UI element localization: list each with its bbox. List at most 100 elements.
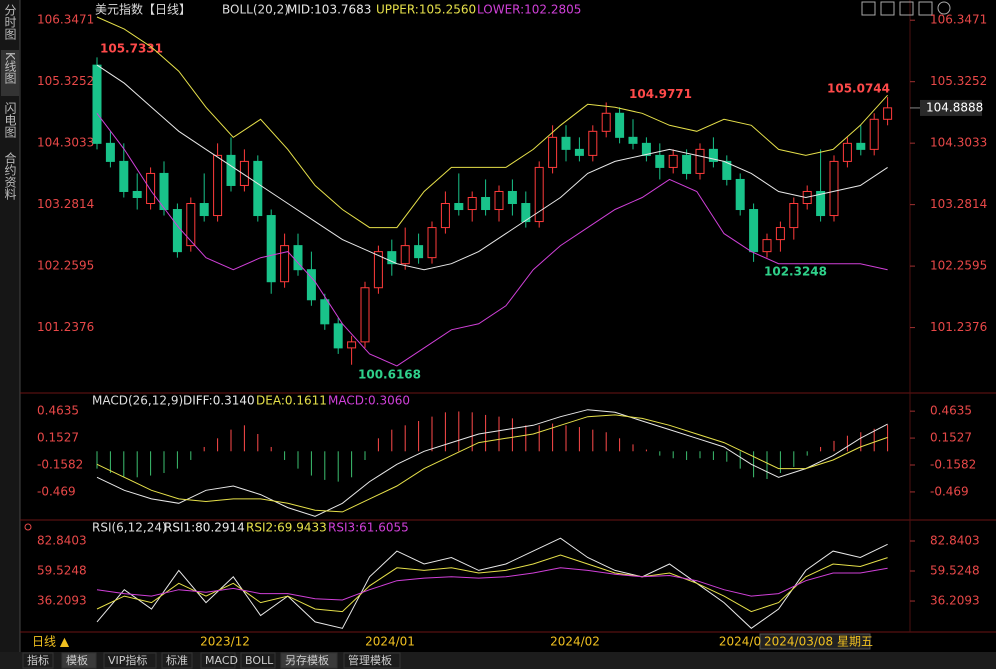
y-tick-label: -0.1582 [930, 458, 976, 472]
candle-body [816, 190, 826, 217]
sidebar [0, 0, 20, 652]
candle-body [226, 154, 236, 186]
y-tick-label: 59.5248 [37, 564, 87, 578]
candle-body [132, 190, 142, 198]
sidebar-tab[interactable]: 合约资料 [3, 151, 17, 200]
toolbar-tab[interactable]: 管理模板 [348, 653, 392, 667]
toolbar-tab[interactable]: BOLL [245, 654, 274, 667]
indicator-line [96, 112, 888, 367]
toolbar-tab[interactable]: MACD [205, 654, 238, 667]
candle-body [695, 148, 705, 174]
candle-body [682, 154, 692, 174]
y-tick-label: 0.4635 [37, 404, 79, 418]
icon-restore[interactable] [899, 1, 914, 16]
candle-body [615, 112, 625, 138]
toolbar-tab-bg [161, 652, 193, 669]
date-box [759, 633, 871, 650]
price-annotation: 105.0744 [827, 81, 890, 95]
candle-body [883, 107, 893, 120]
candle-body [159, 172, 169, 211]
y-tick-label: 0.1527 [37, 431, 79, 445]
icon-zoom[interactable] [880, 1, 895, 16]
candle-body [749, 209, 759, 253]
candle-body [869, 118, 879, 150]
candle-body [561, 136, 571, 150]
icon-settings[interactable] [918, 1, 933, 16]
candle-body [521, 203, 531, 223]
legend-entry: RSI2:69.9433 [246, 521, 327, 535]
candle-body [481, 196, 491, 211]
candle-body [414, 245, 424, 259]
indicator-line [96, 554, 888, 613]
sidebar-tab[interactable]: 分时图 [3, 4, 17, 40]
indicator-line [96, 414, 888, 513]
candle-body [333, 323, 343, 349]
panel-title: 美元指数【日线】 [95, 2, 191, 17]
y-tick-label: -0.469 [930, 484, 969, 498]
candle-body [467, 196, 477, 211]
candle-body [387, 251, 397, 265]
tab-active [1, 50, 19, 96]
legend-entry: RSI3:61.6055 [328, 521, 409, 535]
candle-body [186, 203, 196, 247]
candle-body [400, 245, 410, 265]
candle-body [239, 160, 249, 186]
y-tick-label: 82.8403 [37, 533, 87, 547]
indicator-line [96, 16, 888, 229]
toolbar-tab-bg [240, 652, 276, 669]
price-annotation: 104.9771 [629, 87, 692, 101]
y-tick-label: 36.2093 [37, 594, 87, 608]
y-tick-label: 101.2376 [930, 320, 987, 334]
y-tick-label: 102.2595 [930, 259, 987, 273]
candle-body [856, 142, 866, 150]
icon-close[interactable] [937, 1, 951, 15]
candle-body [105, 142, 115, 162]
y-tick-label: 105.3252 [930, 74, 987, 88]
toolbar-tab-bg [200, 652, 236, 669]
candle-body [842, 142, 852, 162]
toolbar-tab[interactable]: 指标 [27, 653, 49, 667]
candle-body [735, 178, 745, 211]
y-tick-label: -0.1582 [37, 458, 83, 472]
toolbar-tab[interactable]: 另存模板 [285, 653, 329, 667]
y-tick-label: 104.3033 [930, 136, 987, 150]
toolbar-tab-bg [61, 652, 97, 669]
candle-body [708, 148, 718, 162]
y-tick-label: 101.2376 [37, 320, 94, 334]
candle-body [588, 130, 598, 156]
candle-body [775, 227, 785, 241]
price-annotation: 105.7331 [100, 42, 163, 56]
x-tick-label: 2024/01 [365, 635, 415, 649]
candle-body [266, 215, 276, 283]
legend-entry: UPPER:105.2560 [376, 3, 476, 17]
candle-body [762, 239, 772, 253]
sidebar-tab[interactable]: K线图 [3, 52, 17, 84]
legend-entry: DIFF:0.3140 [183, 394, 255, 408]
sidebar-tab[interactable]: 闪电图 [3, 102, 17, 138]
candle-body [494, 190, 504, 211]
toolbar-tab-bg [343, 652, 401, 669]
icon-move[interactable] [861, 1, 876, 16]
legend-entry: MID:103.7683 [287, 3, 371, 17]
indicator-line [96, 64, 888, 271]
candle-body [213, 154, 223, 217]
y-tick-label: -0.469 [37, 484, 76, 498]
toolbar-tab-bg [280, 652, 338, 669]
panel-icon [24, 523, 32, 531]
x-tick-label: 2024/0 [719, 635, 761, 649]
legend-entry: LOWER:102.2805 [477, 3, 581, 17]
candle-body [628, 136, 638, 144]
price-annotation: 100.6168 [358, 367, 421, 381]
period-label[interactable]: 日线 ▲ [32, 635, 70, 649]
candle-body [347, 341, 357, 349]
candle-body [373, 251, 383, 289]
candle-body [548, 136, 558, 168]
candle-body [507, 190, 517, 205]
panel-title: RSI(6,12,24) [92, 521, 167, 535]
toolbar-tab[interactable]: VIP指标 [108, 653, 147, 667]
toolbar-tab[interactable]: 模板 [66, 653, 88, 667]
legend-entry: DEA:0.1611 [256, 394, 327, 408]
toolbar-tab[interactable]: 标准 [166, 653, 188, 667]
last-price-box [920, 99, 982, 116]
